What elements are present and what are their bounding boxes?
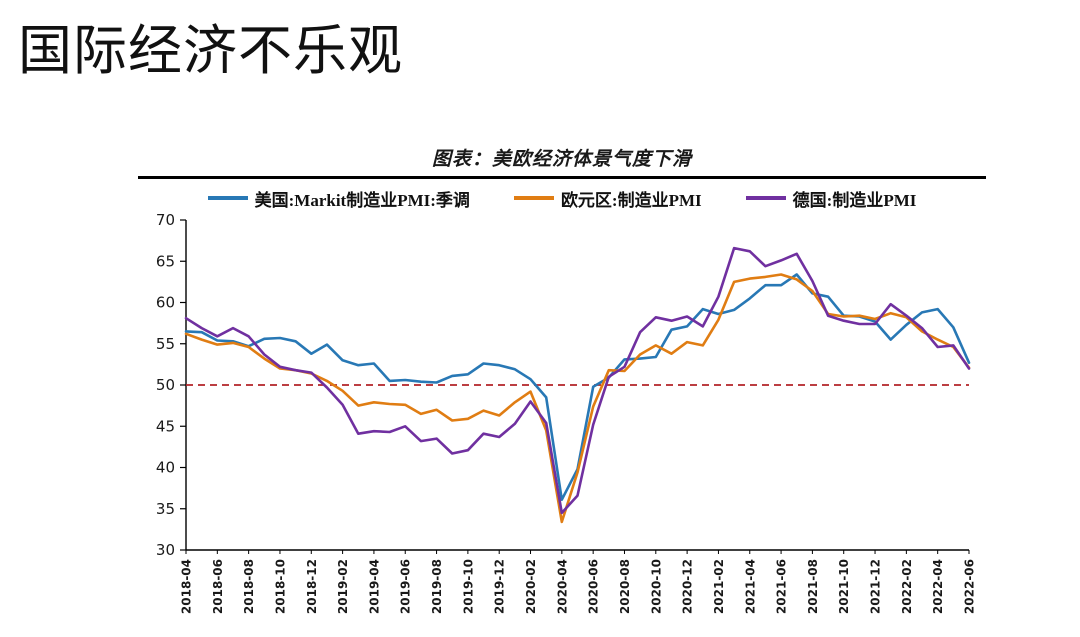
x-tick-label: 2022-06 [963, 559, 977, 614]
x-tick-label: 2019-04 [367, 559, 381, 614]
x-tick-label: 2019-08 [430, 559, 444, 614]
y-tick-label: 50 [156, 376, 175, 394]
x-tick-label: 2018-10 [273, 559, 287, 614]
x-tick-label: 2020-10 [649, 559, 663, 614]
x-tick-label: 2022-04 [931, 559, 945, 614]
x-tick-label: 2021-02 [712, 559, 726, 614]
x-tick-label: 2019-10 [461, 559, 475, 614]
page-title: 国际经济不乐观 [18, 21, 403, 81]
x-tick-label: 2020-02 [524, 559, 538, 614]
x-tick-label: 2021-04 [743, 559, 757, 614]
y-tick-label: 70 [156, 212, 175, 229]
y-tick-label: 55 [156, 335, 175, 353]
x-tick-label: 2020-06 [587, 559, 601, 614]
legend-item: 德国:制造业PMI [745, 186, 917, 211]
x-tick-label: 2018-08 [242, 559, 256, 614]
x-axis-ticks: 2018-04 2018-06 2018-08 2018-10 2018-12 2019-… [180, 550, 977, 614]
series-line [184, 246, 971, 515]
x-tick-label: 2018-06 [211, 559, 225, 614]
legend-item: 美国:Markit制造业PMI:季调 [207, 186, 470, 211]
series-line [184, 273, 971, 502]
x-tick-label: 2020-12 [681, 559, 695, 614]
x-tick-label: 2019-06 [399, 559, 413, 614]
y-tick-label: 45 [156, 417, 175, 435]
legend-label: 美国:Markit制造业PMI:季调 [254, 190, 470, 210]
legend-line-swatch [745, 196, 786, 200]
legend-label: 德国:制造业PMI [792, 190, 917, 210]
series-line [184, 273, 971, 524]
y-tick-label: 60 [156, 294, 175, 312]
x-tick-label: 2020-04 [555, 559, 569, 614]
y-tick-label: 65 [156, 252, 175, 270]
legend-label: 欧元区:制造业PMI [560, 190, 702, 210]
chart-title: 图表：美欧经济体景气度下滑 [431, 149, 692, 170]
y-tick-label: 40 [156, 459, 175, 477]
chart-legend: 美国:Markit制造业PMI:季调 欧元区:制造业PMI 德国:制造业PMI [138, 186, 986, 210]
x-tick-label: 2021-12 [869, 559, 883, 614]
pmi-chart: 图表：美欧经济体景气度下滑 美国:Markit制造业PMI:季调 欧元区:制造业P… [138, 144, 986, 626]
x-tick-label: 2021-10 [837, 559, 851, 614]
x-tick-label: 2021-06 [775, 559, 789, 614]
legend-line-swatch [513, 196, 554, 200]
x-tick-label: 2021-08 [806, 559, 820, 614]
y-tick-label: 30 [156, 541, 175, 559]
x-tick-label: 2019-12 [493, 559, 507, 614]
chart-top-rule [138, 176, 986, 179]
legend-item: 欧元区:制造业PMI [513, 186, 702, 211]
x-tick-label: 2018-12 [305, 559, 319, 614]
y-axis-ticks: 30 35 40 45 50 55 60 65 70 [156, 212, 186, 559]
x-tick-label: 2019-02 [336, 559, 350, 614]
x-tick-label: 2018-04 [180, 559, 194, 614]
x-tick-label: 2020-08 [618, 559, 632, 614]
legend-line-swatch [207, 196, 248, 200]
x-tick-label: 2022-02 [900, 559, 914, 614]
y-tick-label: 35 [156, 500, 175, 518]
